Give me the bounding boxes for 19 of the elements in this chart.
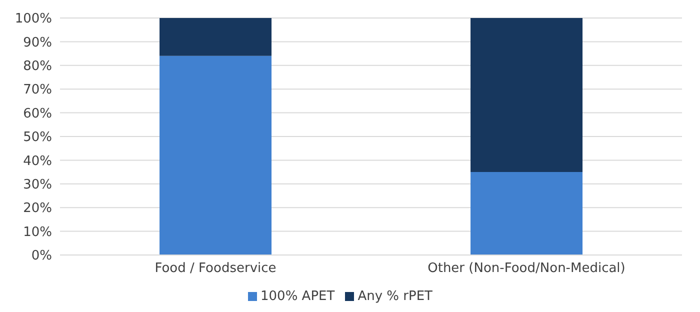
bar [160,56,272,255]
y-tick-label: 20% [23,201,52,216]
bar [160,18,272,56]
legend-label: 100% APET [260,289,335,304]
y-tick-label: 80% [23,59,52,74]
y-tick-label: 10% [23,224,52,240]
bar [470,18,583,172]
y-tick-label: 50% [23,130,52,146]
x-tick-label: Food / Foodservice [154,261,276,276]
y-tick-label: 90% [23,35,52,50]
y-tick-label: 40% [23,154,52,169]
legend-label: Any % rPET [358,289,432,304]
x-tick-label: Other (Non-Food/Non-Medical) [428,261,626,276]
y-tick-label: 100% [14,12,52,27]
y-tick-label: 60% [23,106,52,122]
bar [470,172,583,255]
y-tick-label: 70% [23,82,52,98]
y-tick-label: 30% [23,178,52,193]
y-tick-label: 0% [31,248,52,264]
